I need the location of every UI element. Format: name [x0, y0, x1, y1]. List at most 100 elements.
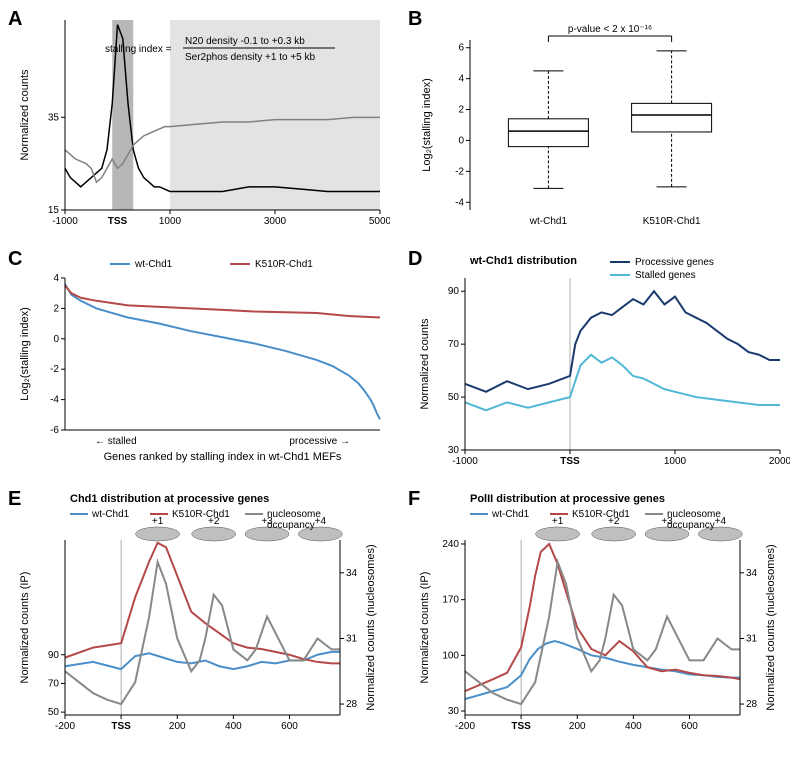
svg-text:1000: 1000: [159, 216, 182, 227]
svg-text:400: 400: [225, 721, 242, 732]
panel-f: F +1+2+3+430100170240283134-200TSS200400…: [410, 490, 790, 740]
svg-text:nucleosome: nucleosome: [667, 509, 721, 520]
svg-text:Stalled genes: Stalled genes: [635, 270, 696, 281]
svg-text:90: 90: [448, 286, 460, 297]
panel-e-label: E: [8, 488, 21, 511]
svg-text:170: 170: [442, 595, 459, 606]
svg-text:-1000: -1000: [452, 456, 478, 467]
svg-text:2: 2: [458, 105, 464, 116]
svg-text:-4: -4: [455, 197, 464, 208]
svg-text:Log₂(stalling index): Log₂(stalling index): [421, 78, 433, 172]
svg-text:TSS: TSS: [111, 721, 131, 732]
svg-text:Chd1 distribution at processiv: Chd1 distribution at processive genes: [70, 493, 269, 505]
panel-e: E +1+2+3+4507090283134-200TSS200400600No…: [10, 490, 390, 740]
svg-text:← stalled: ← stalled: [95, 436, 137, 447]
svg-text:3000: 3000: [264, 216, 287, 227]
panel-a-label: A: [8, 8, 22, 31]
svg-text:Processive genes: Processive genes: [635, 257, 714, 268]
svg-text:-6: -6: [50, 425, 59, 436]
svg-text:6: 6: [458, 43, 464, 54]
svg-text:K510R-Chd1: K510R-Chd1: [643, 216, 701, 227]
svg-text:+1: +1: [152, 516, 164, 527]
svg-text:2000: 2000: [769, 456, 790, 467]
svg-text:stalling index =: stalling index =: [105, 44, 172, 55]
panel-d-chart: 30 50 70 90 -1000 TSS 1000 2000 Normalized count…: [410, 250, 790, 475]
svg-text:nucleosome: nucleosome: [267, 509, 321, 520]
svg-text:wt-Chd1 distribution: wt-Chd1 distribution: [469, 255, 577, 267]
svg-text:Normalized counts (IP): Normalized counts (IP): [19, 572, 31, 684]
svg-text:34: 34: [346, 568, 358, 579]
svg-text:Normalized counts: Normalized counts: [419, 318, 431, 410]
svg-text:100: 100: [442, 650, 459, 661]
svg-text:TSS: TSS: [108, 216, 128, 227]
panel-b-chart: -4-20246Log₂(stalling index)wt-Chd1K510R…: [410, 10, 790, 235]
svg-text:occupancy: occupancy: [267, 520, 315, 531]
svg-text:31: 31: [346, 633, 358, 644]
svg-text:30: 30: [448, 706, 460, 717]
panel-c-label: C: [8, 248, 22, 271]
svg-text:Ser2phos density +1 to +5 kb: Ser2phos density +1 to +5 kb: [185, 52, 316, 63]
svg-text:5000: 5000: [369, 216, 390, 227]
svg-text:TSS: TSS: [511, 721, 531, 732]
panel-a-chart: 15 35 -1000 1000 3000 5000 TSS Normalized count…: [10, 10, 390, 235]
panel-b-label: B: [408, 8, 422, 31]
panel-d: D 30 50 70 90 -1000 TSS 1000 2000 Normalized cou…: [410, 250, 790, 475]
svg-text:-1000: -1000: [52, 216, 78, 227]
svg-text:p-value < 2 x 10⁻¹⁶: p-value < 2 x 10⁻¹⁶: [568, 24, 652, 35]
svg-text:-4: -4: [50, 395, 59, 406]
svg-text:28: 28: [746, 699, 758, 710]
svg-text:200: 200: [169, 721, 186, 732]
svg-text:N20 density -0.1 to +0.3 kb: N20 density -0.1 to +0.3 kb: [185, 36, 305, 47]
panel-a: A 15 35 -1000 1000 3000 5000 TSS Normalized cou…: [10, 10, 390, 235]
svg-text:processive →: processive →: [289, 436, 350, 447]
svg-text:1000: 1000: [664, 456, 687, 467]
panel-c-chart: -6-4-2024Log₂(stalling index)← stalledpr…: [10, 250, 390, 475]
svg-text:15: 15: [48, 205, 60, 216]
svg-text:4: 4: [458, 74, 464, 85]
svg-text:Normalized counts: Normalized counts: [19, 69, 31, 161]
svg-text:4: 4: [53, 273, 59, 284]
panel-c: C -6-4-2024Log₂(stalling index)← stalled…: [10, 250, 390, 475]
svg-text:Genes ranked by stalling index: Genes ranked by stalling index in wt-Chd…: [104, 451, 342, 463]
svg-text:0: 0: [53, 334, 59, 345]
svg-text:50: 50: [448, 392, 460, 403]
svg-text:-200: -200: [455, 721, 475, 732]
svg-text:-200: -200: [55, 721, 75, 732]
svg-text:wt-Chd1: wt-Chd1: [134, 259, 173, 270]
panel-e-chart: +1+2+3+4507090283134-200TSS200400600Norm…: [10, 490, 390, 740]
svg-text:600: 600: [681, 721, 698, 732]
svg-text:occupancy: occupancy: [667, 520, 715, 531]
panel-d-label: D: [408, 248, 422, 271]
svg-text:wt-Chd1: wt-Chd1: [529, 216, 568, 227]
svg-text:K510R-Chd1: K510R-Chd1: [255, 259, 313, 270]
svg-text:PolII distribution at processi: PolII distribution at processive genes: [470, 493, 665, 505]
svg-text:K510R-Chd1: K510R-Chd1: [172, 509, 230, 520]
svg-text:wt-Chd1: wt-Chd1: [91, 509, 130, 520]
svg-text:wt-Chd1: wt-Chd1: [491, 509, 530, 520]
svg-text:200: 200: [569, 721, 586, 732]
svg-text:34: 34: [746, 568, 758, 579]
svg-text:31: 31: [746, 633, 758, 644]
svg-text:70: 70: [448, 339, 460, 350]
svg-text:Log₂(stalling index): Log₂(stalling index): [19, 307, 31, 401]
figure-grid: A 1535-1000100030005000TSSNormalized cou…: [10, 10, 790, 740]
svg-text:Normalized counts (IP): Normalized counts (IP): [419, 572, 431, 684]
svg-text:28: 28: [346, 699, 358, 710]
svg-text:50: 50: [48, 707, 60, 718]
svg-text:-2: -2: [455, 166, 464, 177]
svg-text:Normalized counts (nucleosomes: Normalized counts (nucleosomes): [365, 544, 377, 710]
svg-text:2: 2: [53, 303, 59, 314]
svg-text:K510R-Chd1: K510R-Chd1: [572, 509, 630, 520]
svg-text:90: 90: [48, 650, 60, 661]
panel-f-label: F: [408, 488, 420, 511]
svg-text:30: 30: [448, 445, 460, 456]
panel-b: B -4-20246Log₂(stalling index)wt-Chd1K51…: [410, 10, 790, 235]
svg-text:TSS: TSS: [560, 456, 580, 467]
svg-text:400: 400: [625, 721, 642, 732]
svg-text:240: 240: [442, 539, 459, 550]
svg-text:35: 35: [48, 112, 60, 123]
svg-text:70: 70: [48, 678, 60, 689]
svg-text:600: 600: [281, 721, 298, 732]
panel-f-chart: +1+2+3+430100170240283134-200TSS20040060…: [410, 490, 790, 740]
svg-text:+1: +1: [552, 516, 564, 527]
